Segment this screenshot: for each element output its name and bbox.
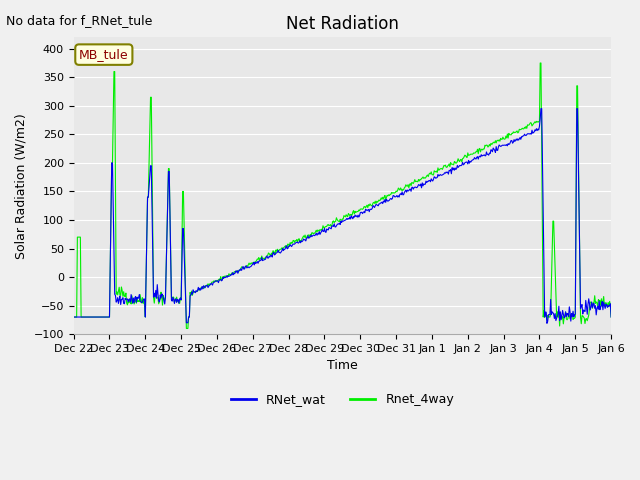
Line: RNet_wat: RNet_wat [74,108,611,324]
Text: MB_tule: MB_tule [79,48,129,61]
RNet_wat [543,321,551,326]
Legend: RNet_wat, Rnet_4way: RNet_wat, Rnet_4way [225,388,460,411]
Rnet_4way [212,278,220,284]
Rnet_4way [387,192,395,197]
Line: Rnet_4way: Rnet_4way [74,63,611,328]
RNet_wat [607,314,615,320]
X-axis label: Time: Time [327,360,358,372]
RNet_wat [387,196,394,202]
RNet_wat [559,311,567,317]
Rnet_4way [189,292,196,298]
RNet_wat [439,171,447,177]
Text: No data for f_RNet_tule: No data for f_RNet_tule [6,14,153,27]
Rnet_4way [440,163,448,168]
Rnet_4way [182,325,190,331]
RNet_wat [211,279,219,285]
Rnet_4way [559,321,567,327]
Rnet_4way [536,60,544,66]
RNet_wat [70,314,77,320]
Rnet_4way [607,314,615,320]
Rnet_4way [70,314,77,320]
Title: Net Radiation: Net Radiation [286,15,399,33]
RNet_wat [537,106,545,111]
Rnet_4way [335,218,342,224]
Y-axis label: Solar Radiation (W/m2): Solar Radiation (W/m2) [15,113,28,259]
RNet_wat [188,289,195,295]
RNet_wat [334,221,342,227]
